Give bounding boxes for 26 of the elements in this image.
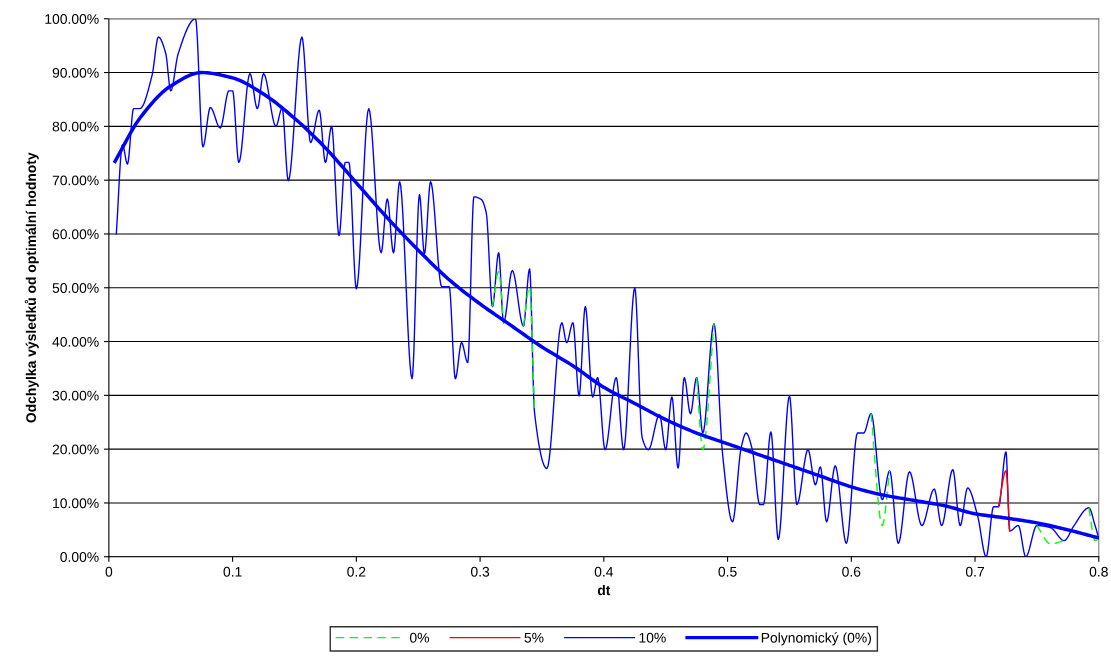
x-tick-label: 0.7 xyxy=(965,566,984,577)
y-tick-label: 50.00% xyxy=(52,283,99,293)
x-tick-label: 0.8 xyxy=(1089,566,1108,577)
x-tick-label: 0.1 xyxy=(223,566,242,577)
y-axis-title: Odchylka výsledků od optimální hodnoty xyxy=(24,152,39,423)
x-tick-label: 0.2 xyxy=(347,566,366,577)
x-tick-label: 0 xyxy=(105,566,113,577)
x-axis-title: dt xyxy=(597,584,611,596)
legend-label: Polynomický (0%) xyxy=(761,632,871,646)
legend-label: 0% xyxy=(409,632,430,643)
x-tick-label: 0.3 xyxy=(470,566,490,577)
y-tick-label: 10.00% xyxy=(53,498,99,509)
y-tick-label: 80.00% xyxy=(52,121,99,132)
legend-label: 10% xyxy=(639,632,666,643)
x-tick-label: 0.6 xyxy=(842,566,861,577)
legend-label: 5% xyxy=(524,632,544,643)
y-tick-label: 20.00% xyxy=(52,444,99,455)
y-tick-label: 70.00% xyxy=(52,175,99,186)
y-tick-label: 100.00% xyxy=(45,14,99,24)
y-tick-label: 30.00% xyxy=(52,390,99,401)
y-tick-label: 40.00% xyxy=(52,336,99,347)
y-tick-label: 0.00% xyxy=(60,552,99,562)
x-tick-label: 0.5 xyxy=(718,566,737,577)
y-tick-label: 90.00% xyxy=(52,67,99,78)
x-tick-label: 0.4 xyxy=(594,566,614,577)
y-tick-label: 60.00% xyxy=(52,229,99,240)
